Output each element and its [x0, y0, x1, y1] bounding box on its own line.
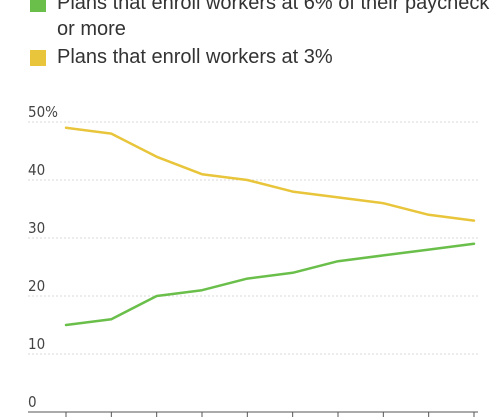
- series-line-3pct: [64, 126, 476, 222]
- y-tick-label: 30: [28, 219, 45, 237]
- legend-label-3pct: Plans that enroll workers at 3%: [57, 46, 333, 68]
- y-tick-label: 20: [28, 277, 45, 295]
- legend-label-6pct: Plans that enroll workers at 6% of their…: [57, 0, 490, 40]
- y-tick-label: 10: [28, 335, 45, 353]
- series-line-6pct: [64, 242, 476, 327]
- chart-legend: Plans that enroll workers at 6% of their…: [30, 0, 500, 72]
- y-tick-label: 50%: [28, 103, 58, 121]
- y-tick-label: 0: [28, 393, 37, 411]
- legend-swatch-yellow: [30, 50, 46, 66]
- legend-item-6pct: Plans that enroll workers at 6% of their…: [30, 0, 500, 42]
- y-tick-label: 40: [28, 161, 45, 179]
- legend-swatch-green: [30, 0, 46, 12]
- legend-item-3pct: Plans that enroll workers at 3%: [30, 44, 500, 70]
